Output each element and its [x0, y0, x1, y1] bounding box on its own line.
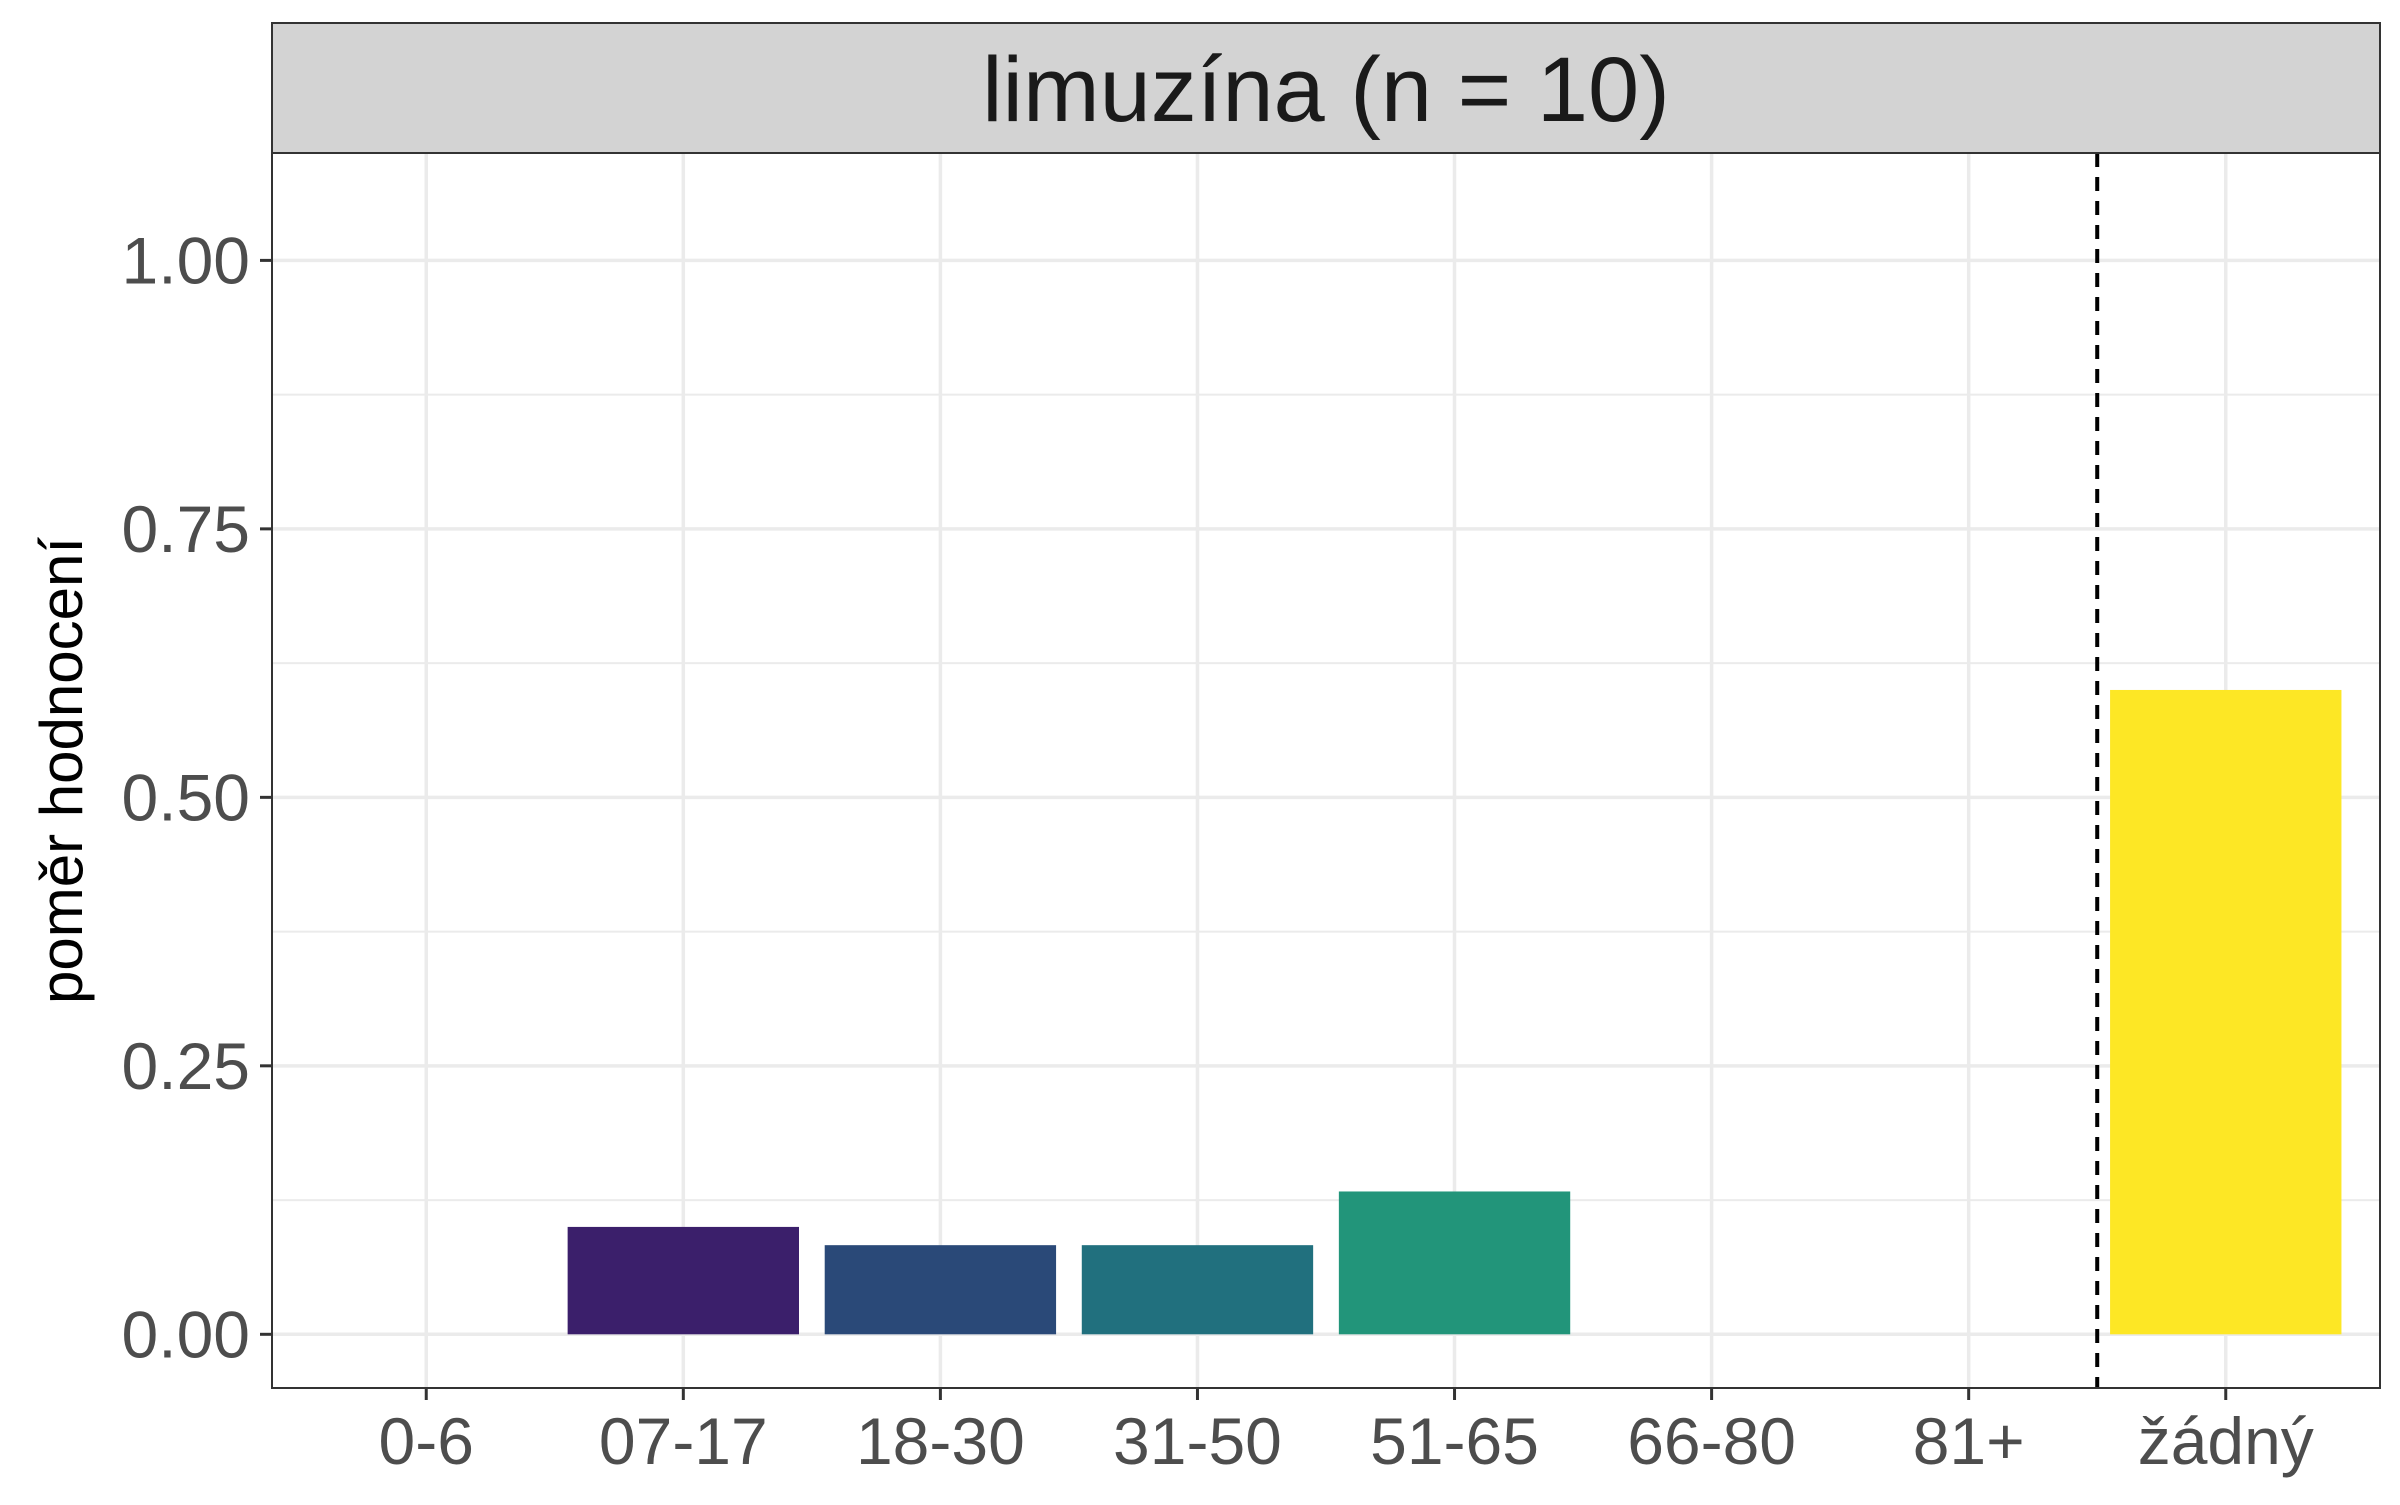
- x-tick-label: 66-80: [1627, 1404, 1796, 1478]
- x-tick-label: 31-50: [1113, 1404, 1282, 1478]
- facet-strip: limuzína (n = 10): [271, 22, 2381, 154]
- y-axis: 0.00 0.25 0.50 0.75 1.00: [122, 223, 272, 1371]
- x-tick-label: 07-17: [599, 1404, 768, 1478]
- y-tick-label: 0.00: [122, 1297, 250, 1371]
- x-axis: 0-6 07-17 18-30 31-50 51-65 66-80 81+ žádný: [379, 1388, 2314, 1478]
- y-tick-label: 0.75: [122, 492, 250, 566]
- bar-18-30: [824, 1245, 1057, 1335]
- bar-51-65: [1338, 1191, 1571, 1335]
- x-tick-label: 18-30: [856, 1404, 1025, 1478]
- bar-layer: [567, 689, 2342, 1335]
- facet-title: limuzína (n = 10): [982, 39, 1670, 141]
- y-tick-label: 0.50: [122, 760, 250, 834]
- y-axis-title: poměr hodnocení: [28, 537, 95, 1004]
- y-tick-label: 0.25: [122, 1029, 250, 1103]
- facet-strip-background: [271, 22, 2381, 154]
- bar-07-17: [567, 1226, 799, 1335]
- bar-žádný: [2110, 689, 2342, 1335]
- grid-layer: [272, 153, 2380, 1388]
- x-tick-label: žádný: [2138, 1404, 2314, 1478]
- bar-31-50: [1081, 1245, 1314, 1335]
- panel-background: [272, 153, 2380, 1388]
- x-tick-label: 51-65: [1370, 1404, 1539, 1478]
- x-tick-label: 0-6: [379, 1404, 474, 1478]
- x-tick-label: 81+: [1913, 1404, 2025, 1478]
- y-tick-label: 1.00: [122, 223, 250, 297]
